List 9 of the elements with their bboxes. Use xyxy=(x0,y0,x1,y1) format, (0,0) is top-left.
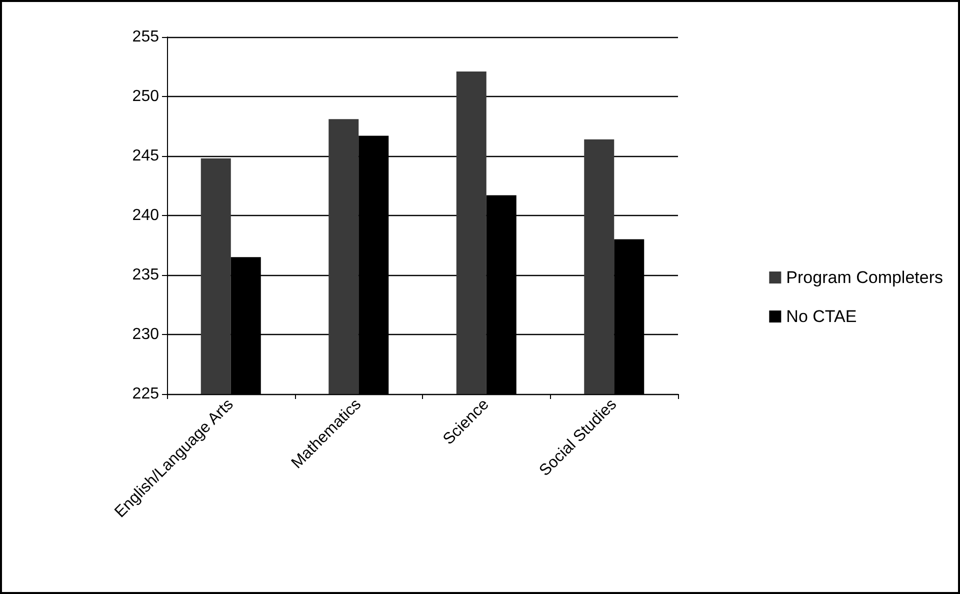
y-tick-label: 230 xyxy=(132,326,160,343)
y-tick-label: 240 xyxy=(132,207,160,224)
legend-label: No CTAE xyxy=(786,307,857,326)
y-tick-label: 250 xyxy=(132,88,160,105)
y-tick-label: 255 xyxy=(132,28,160,46)
y-tick-label: 225 xyxy=(132,386,160,402)
y-tick-label: 235 xyxy=(132,266,160,284)
legend-label: Program Completers xyxy=(786,268,943,287)
y-tick-label: 245 xyxy=(132,148,160,164)
